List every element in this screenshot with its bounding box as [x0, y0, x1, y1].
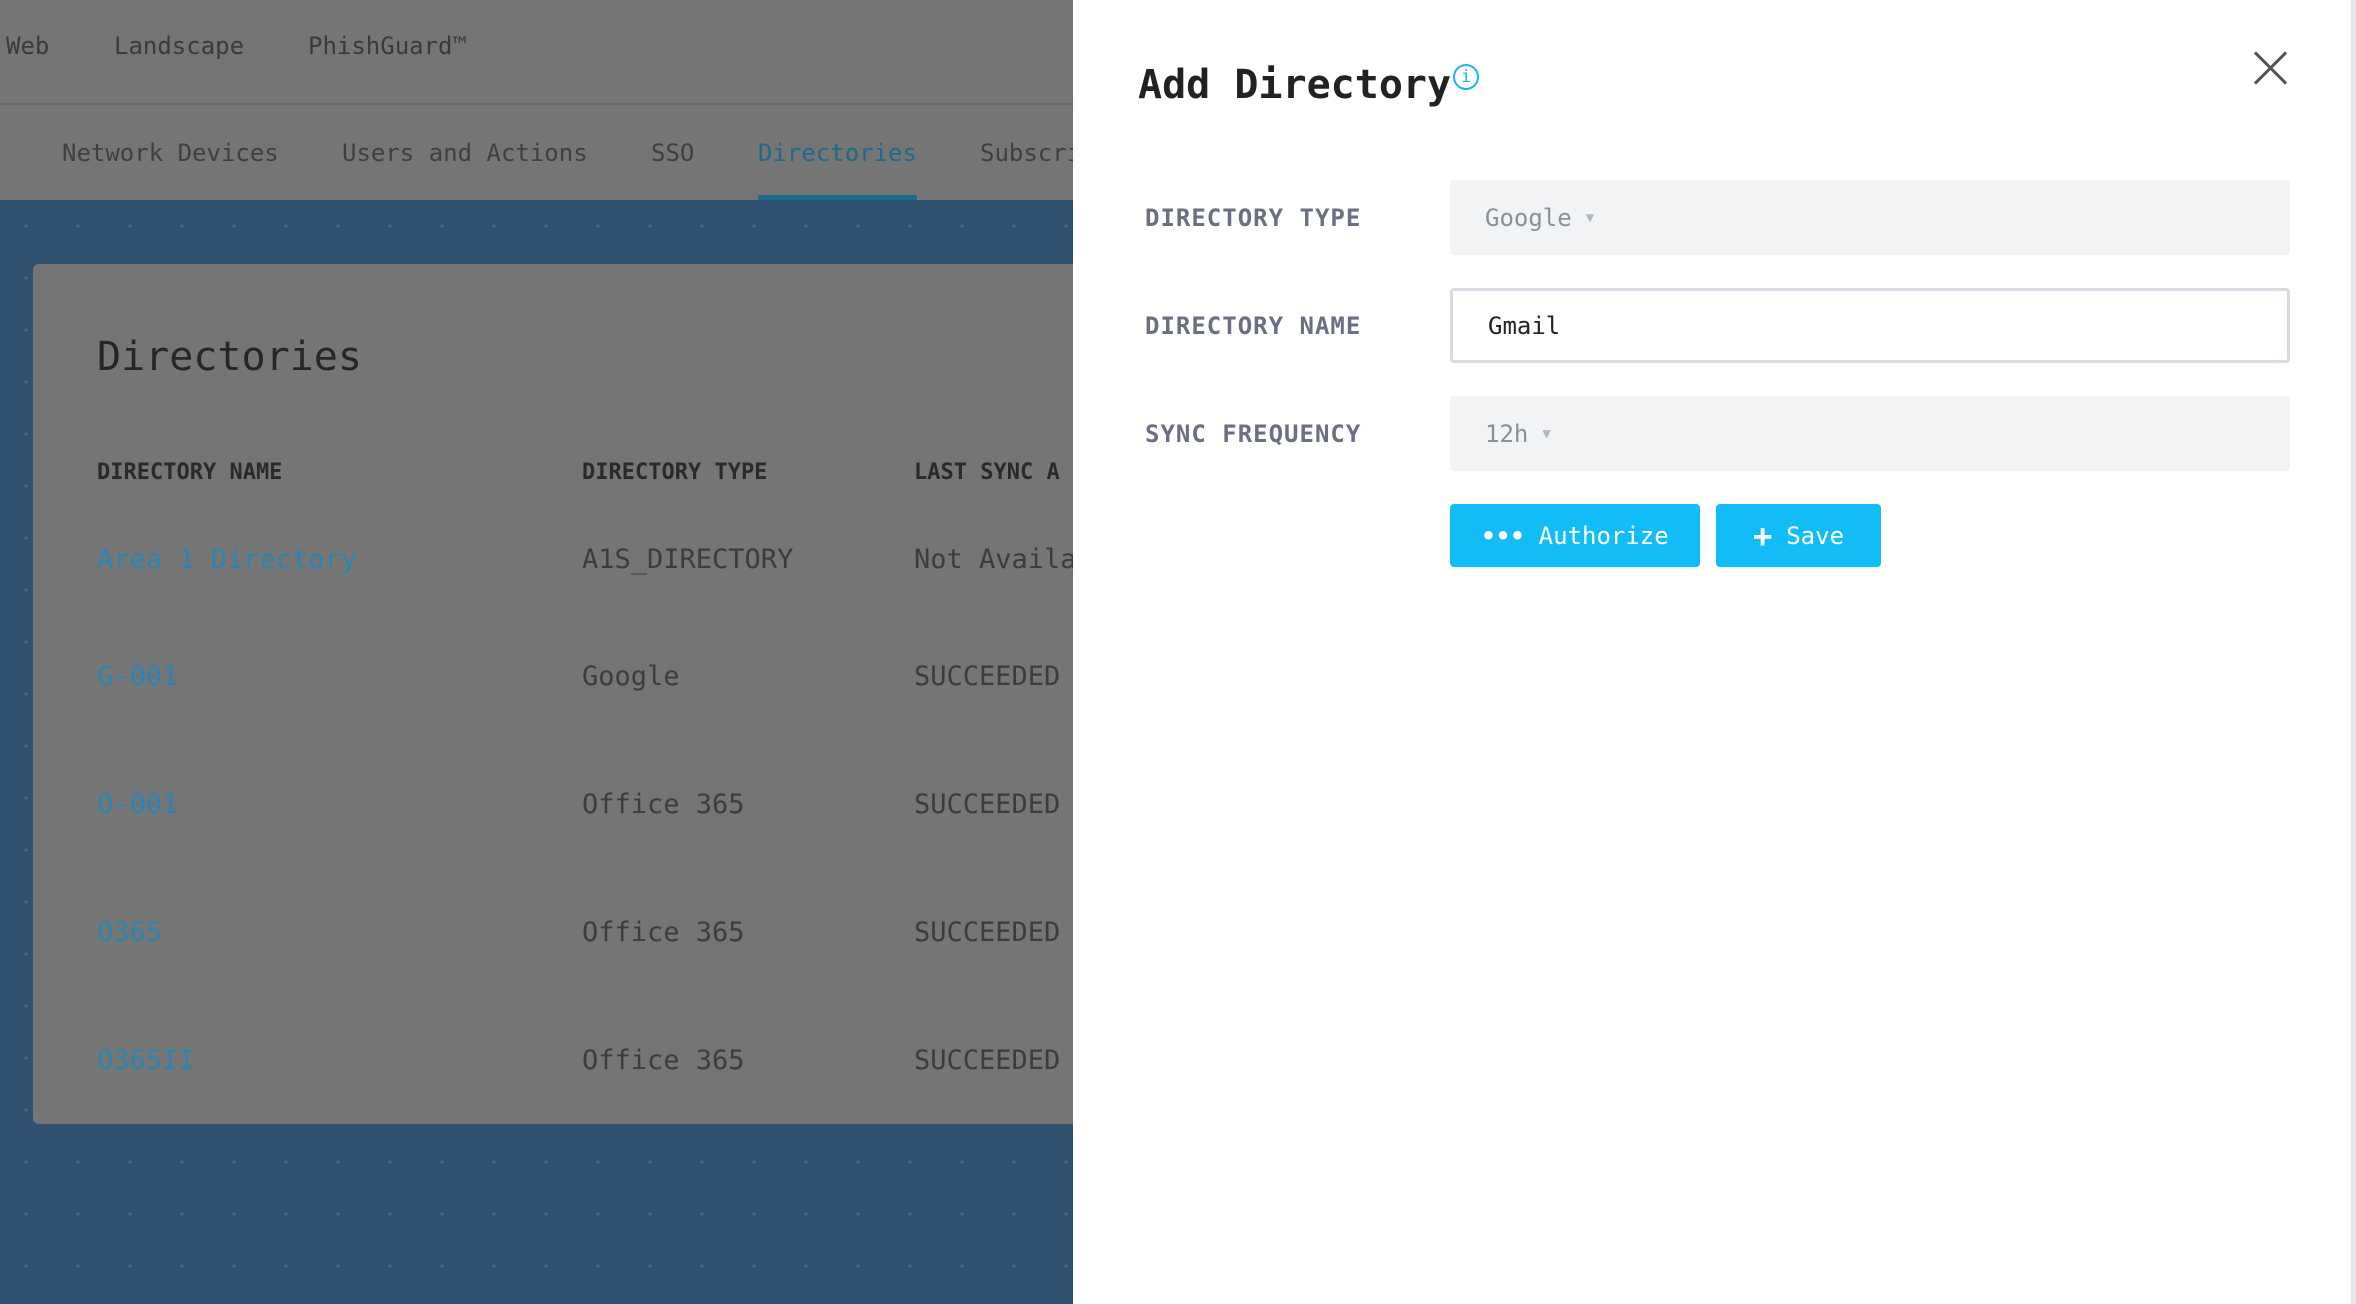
save-label: Save — [1786, 521, 1845, 550]
row-name-link[interactable]: O-001 — [97, 789, 179, 820]
card-title: Directories — [97, 334, 362, 380]
info-icon[interactable]: i — [1453, 64, 1479, 90]
directory-type-select[interactable]: Google ▼ — [1450, 180, 2290, 255]
sync-frequency-label: SYNC FREQUENCY — [1145, 420, 1362, 448]
plus-icon: + — [1752, 516, 1773, 555]
caret-down-icon: ▼ — [1585, 209, 1595, 226]
row-name-link[interactable]: O365II — [97, 1045, 195, 1076]
row-type: Google — [582, 661, 680, 692]
add-directory-panel: Add Directory i DIRECTORY TYPE Google ▼ … — [1073, 0, 2356, 1304]
nav-item-phishguard[interactable]: PhishGuard™ — [308, 32, 467, 60]
row-sync: SUCCEEDED — [914, 1045, 1061, 1076]
directory-type-label: DIRECTORY TYPE — [1145, 204, 1362, 232]
row-sync: SUCCEEDED — [914, 917, 1061, 948]
row-type: Office 365 — [582, 789, 745, 820]
nav-item-web[interactable]: Web — [6, 32, 50, 60]
column-header-type: DIRECTORY TYPE — [582, 460, 768, 485]
authorize-label: Authorize — [1538, 521, 1669, 550]
row-sync: SUCCEEDED — [914, 789, 1061, 820]
tab-subscriptions[interactable]: Subscri — [980, 139, 1082, 167]
row-name-link[interactable]: Area 1 Directory — [97, 544, 358, 575]
tab-directories[interactable]: Directories — [758, 139, 917, 200]
row-type: Office 365 — [582, 1045, 745, 1076]
row-sync: SUCCEEDED — [914, 661, 1061, 692]
row-sync: Not Availa — [914, 544, 1077, 575]
sync-frequency-value: 12h — [1485, 419, 1529, 448]
directory-type-value: Google — [1485, 203, 1572, 232]
authorize-button[interactable]: ••• Authorize — [1450, 504, 1700, 567]
column-header-name: DIRECTORY NAME — [97, 460, 283, 485]
tab-users-and-actions[interactable]: Users and Actions — [342, 139, 588, 167]
more-dots-icon: ••• — [1481, 521, 1525, 550]
nav-item-landscape[interactable]: Landscape — [114, 32, 245, 60]
row-name-link[interactable]: O365 — [97, 917, 163, 948]
row-type: Office 365 — [582, 917, 745, 948]
directories-card: Directories DIRECTORY NAME DIRECTORY TYP… — [33, 264, 1077, 1124]
tab-sso[interactable]: SSO — [651, 139, 695, 167]
panel-title: Add Directory — [1138, 62, 1452, 108]
column-header-last-sync: LAST SYNC A — [914, 460, 1060, 485]
caret-down-icon: ▼ — [1542, 425, 1551, 442]
sync-frequency-select[interactable]: 12h ▼ — [1450, 396, 2290, 471]
save-button[interactable]: + Save — [1716, 504, 1881, 567]
directory-name-input[interactable] — [1450, 288, 2290, 363]
directory-name-label: DIRECTORY NAME — [1145, 312, 1362, 340]
close-icon[interactable] — [2251, 48, 2291, 88]
tab-network-devices[interactable]: Network Devices — [62, 139, 279, 167]
row-name-link[interactable]: G-001 — [97, 661, 179, 692]
row-type: A1S_DIRECTORY — [582, 544, 794, 575]
